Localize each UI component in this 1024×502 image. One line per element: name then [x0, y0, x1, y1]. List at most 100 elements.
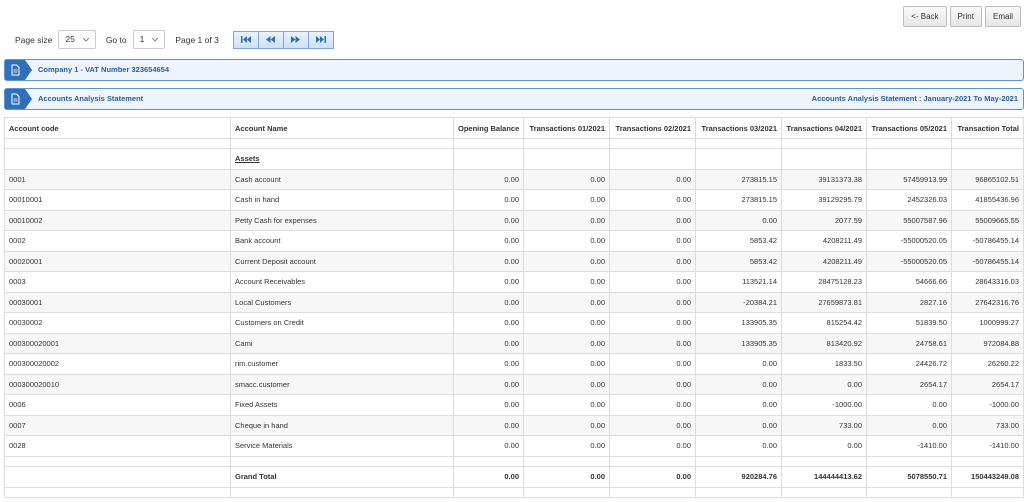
- amount-cell: 4208211.49: [781, 230, 867, 252]
- cell: [453, 148, 524, 170]
- data-row: 00020001 Current Deposit account 0.00 0.00 0…: [4, 250, 1024, 272]
- account-code: 000300020002: [4, 353, 231, 375]
- cell: [523, 148, 610, 170]
- amount-cell: 972084.88: [951, 332, 1024, 354]
- account-name: smacc.customer: [230, 373, 454, 395]
- data-row: 00010002 Petty Cash for expenses 0.00 0.00 0…: [4, 209, 1024, 231]
- account-name: Service Materials: [230, 435, 454, 457]
- amount-cell: 0.00: [609, 291, 696, 313]
- dropdown-arrow: [82, 37, 89, 42]
- empty-cell: [695, 138, 782, 149]
- amount-cell: 0.00: [523, 291, 610, 313]
- account-code: 000300020001: [4, 332, 231, 354]
- dropdown-arrow: [152, 37, 159, 42]
- data-row: 0001 Cash account 0.00 0.00 0.00 273815.15 391…: [4, 168, 1024, 190]
- amount-cell: 27642316.76: [951, 291, 1024, 313]
- amount-cell: 0.00: [695, 435, 782, 457]
- empty-cell: [951, 486, 1024, 498]
- amount-cell: 815254.42: [781, 312, 867, 334]
- amount-cell: 0.00: [523, 271, 610, 293]
- amount-cell: 0.00: [453, 291, 524, 313]
- print-button[interactable]: Print: [949, 6, 982, 27]
- account-name: rim.customer: [230, 353, 454, 375]
- last-page-button[interactable]: [308, 31, 333, 48]
- empty-cell: [609, 138, 696, 149]
- section-label: Assets: [235, 154, 260, 164]
- panel-title: Company 1 - VAT Number 323654654: [38, 65, 170, 74]
- account-code: 00020001: [4, 250, 231, 272]
- amount-cell: 0.00: [523, 435, 610, 457]
- empty-cell: [453, 486, 524, 498]
- prev-page-button[interactable]: [258, 31, 284, 48]
- empty-cell: [230, 455, 454, 467]
- next-icon: [291, 36, 301, 43]
- account-name: Current Deposit account: [230, 250, 454, 272]
- spacer-row: [4, 138, 1024, 149]
- grand-total-label: Grand Total: [230, 465, 454, 488]
- amount-cell: 0.00: [781, 435, 867, 457]
- email-button[interactable]: Email: [984, 6, 1021, 27]
- panel-icon: [5, 89, 25, 109]
- account-code: 0001: [4, 168, 231, 190]
- header-cell: Opening Balance: [453, 117, 524, 139]
- empty-cell: [523, 455, 610, 467]
- amount-cell: 113521.14: [695, 271, 782, 293]
- amount-cell: 57459913.99: [866, 168, 952, 190]
- amount-cell: 0.00: [609, 394, 696, 416]
- amount-cell: 24426.72: [866, 353, 952, 375]
- amount-cell: 0.00: [453, 209, 524, 231]
- next-page-button[interactable]: [283, 31, 309, 48]
- goto-select[interactable]: 1: [132, 30, 166, 49]
- header-row: Account code Account Name Opening Balance T…: [4, 117, 1024, 139]
- pager-nav: [232, 30, 334, 49]
- amount-cell: 273815.15: [695, 189, 782, 211]
- amount-cell: -50786455.14: [951, 250, 1024, 272]
- amount-cell: 4208211.49: [781, 250, 867, 272]
- doc-icon: [11, 64, 20, 76]
- grand-total-cell: 5078550.71: [866, 465, 952, 488]
- section-row: Assets: [4, 148, 1024, 170]
- data-row: 0028 Service Materials 0.00 0.00 0.00 0.00 0.0…: [4, 435, 1024, 457]
- amount-cell: 28475128.23: [781, 271, 867, 293]
- account-code: 00010002: [4, 209, 231, 231]
- empty-cell: [781, 138, 867, 149]
- amount-cell: 0.00: [453, 230, 524, 252]
- spacer-row: [4, 455, 1024, 467]
- account-code: 0002: [4, 230, 231, 252]
- empty-cell: [609, 486, 696, 498]
- data-row: 00030001 Local Customers 0.00 0.00 0.00 -2038…: [4, 291, 1024, 313]
- data-row: 0002 Bank account 0.00 0.00 0.00 5853.42 42082…: [4, 230, 1024, 252]
- empty-cell: [230, 138, 454, 149]
- empty-cell: [781, 486, 867, 498]
- header-cell: Transactions 05/2021: [866, 117, 952, 139]
- amount-cell: 0.00: [609, 332, 696, 354]
- cell: [695, 148, 782, 170]
- amount-cell: 0.00: [781, 373, 867, 395]
- amount-cell: 5853.42: [695, 230, 782, 252]
- account-code: 00010001: [4, 189, 231, 211]
- first-page-button[interactable]: [233, 31, 259, 48]
- amount-cell: 0.00: [453, 189, 524, 211]
- empty-cell: [695, 486, 782, 498]
- amount-cell: -55000520.05: [866, 230, 952, 252]
- amount-cell: 0.00: [609, 168, 696, 190]
- amount-cell: 0.00: [453, 414, 524, 436]
- amount-cell: 0.00: [453, 168, 524, 190]
- amount-cell: 0.00: [609, 435, 696, 457]
- back-button[interactable]: <- Back: [903, 6, 947, 27]
- page-size-select[interactable]: 25: [58, 30, 96, 49]
- amount-cell: 0.00: [695, 394, 782, 416]
- amount-cell: 0.00: [609, 353, 696, 375]
- amount-cell: 2452326.03: [866, 189, 952, 211]
- data-row: 000300020002 rim.customer 0.00 0.00 0.00 0.00…: [4, 353, 1024, 375]
- empty-cell: [4, 455, 231, 467]
- amount-cell: 0.00: [609, 271, 696, 293]
- statement-table: Account code Account Name Opening Balance T…: [4, 117, 1024, 498]
- amount-cell: 0.00: [453, 435, 524, 457]
- amount-cell: 2654.17: [951, 373, 1024, 395]
- amount-cell: -55000520.05: [866, 250, 952, 272]
- account-code: 00030001: [4, 291, 231, 313]
- cell: Assets: [230, 148, 454, 170]
- amount-cell: 0.00: [609, 312, 696, 334]
